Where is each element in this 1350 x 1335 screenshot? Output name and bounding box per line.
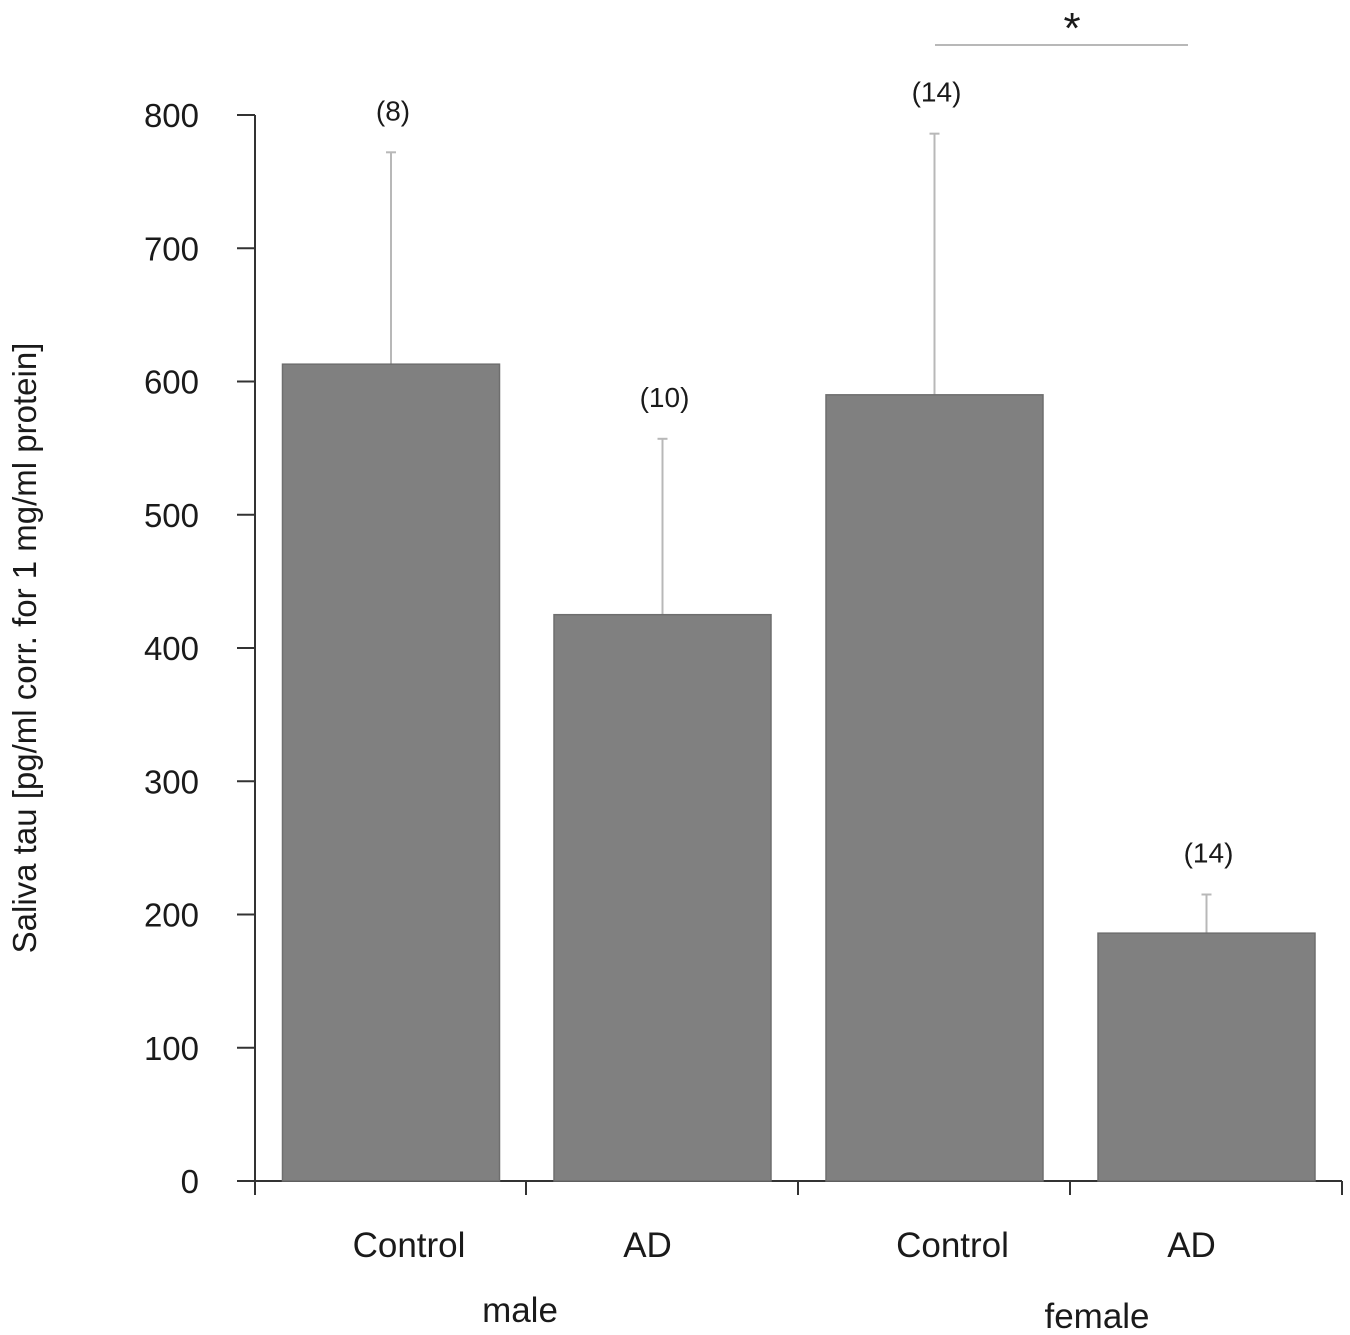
y-tick-label: 700 [144, 230, 199, 267]
y-tick-label: 200 [144, 897, 199, 934]
x-category-label: AD [1167, 1226, 1216, 1265]
y-tick-label: 800 [144, 97, 199, 134]
y-tick-label: 0 [181, 1163, 199, 1200]
y-axis-label: Saliva tau [pg/ml corr. for 1 mg/ml prot… [6, 343, 43, 954]
y-tick-label: 100 [144, 1030, 199, 1067]
y-tick-label: 500 [144, 497, 199, 534]
significance-marker: * [1063, 4, 1080, 53]
x-axis: Control AD Control AD male female [237, 1180, 1343, 1335]
annotations: (8) (10) (14) (14) * [376, 4, 1234, 869]
y-tick-label: 300 [144, 763, 199, 800]
group-label: female [1044, 1297, 1149, 1335]
group-label: male [482, 1291, 558, 1330]
bar [825, 394, 1044, 1182]
x-category-label: AD [623, 1226, 672, 1265]
y-tick-label: 400 [144, 630, 199, 667]
y-tick-label: 600 [144, 364, 199, 401]
x-category-label: Control [353, 1226, 466, 1265]
sample-size-label: (10) [640, 382, 690, 413]
sample-size-label: (14) [1184, 838, 1234, 869]
x-category-label: Control [896, 1226, 1009, 1265]
bar [1097, 932, 1316, 1182]
y-axis: 0 100 200 300 400 500 600 700 800 [144, 97, 256, 1200]
sample-size-label: (14) [912, 77, 962, 108]
sample-size-label: (8) [376, 95, 410, 126]
bars [281, 132, 1316, 1182]
bar [553, 613, 772, 1182]
bar [281, 363, 501, 1182]
